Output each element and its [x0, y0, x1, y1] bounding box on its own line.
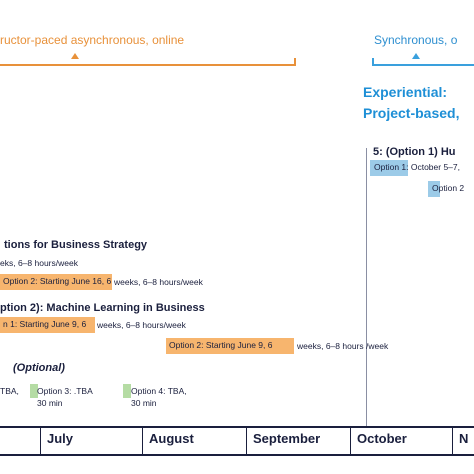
session-tba-left: TBA, [0, 386, 19, 396]
instructor-paced-label: ructor-paced asynchronous, online [0, 33, 185, 47]
month-october: October [350, 428, 452, 454]
month-august: August [142, 428, 246, 454]
project-option2-text: Option 2 [432, 183, 465, 193]
option3-marker [30, 384, 38, 398]
course-b-title: ption 2): Machine Learning in Business [0, 302, 205, 314]
instructor-bracket-marker [71, 53, 79, 59]
synchronous-label: Synchronous, o [374, 33, 458, 47]
course-a-details: eks, 6–8 hours/week [0, 258, 78, 268]
section-divider [366, 148, 367, 426]
project-option1-bar [370, 160, 408, 176]
instructor-paced-bracket [0, 58, 296, 66]
course-b-option1-label: n 1: Starting June 9, 6 [3, 319, 87, 329]
course-b-option2-rest: weeks, 6–8 hours /week [297, 341, 389, 351]
month-timeline [0, 426, 474, 456]
optional-sessions-heading: (Optional) [13, 362, 65, 374]
option4-marker [123, 384, 131, 398]
synchronous-bracket [372, 58, 474, 66]
month-september: September [246, 428, 350, 454]
course-a-option2-rest: weeks, 6–8 hours/week [114, 277, 203, 287]
experiential-title: Experiential: [363, 84, 448, 100]
course-b-option2-label: Option 2: Starting June 9, 6 [169, 340, 273, 350]
course-b-option2-bar: Option 2: Starting June 9, 6 [166, 338, 294, 354]
option4-line2: 30 min [131, 398, 157, 408]
month-july: July [40, 428, 142, 454]
project-option1-text: Option 1: October 5–7, [374, 162, 460, 172]
option3-line2: 30 min [37, 398, 63, 408]
course-a-option2-label: Option 2: Starting June 16, 6 [3, 276, 112, 286]
option3-line1: Option 3: .TBA [37, 386, 93, 396]
project-option2-bar [428, 181, 440, 197]
course-a-option2-bar: Option 2: Starting June 16, 6 [0, 274, 112, 290]
course-b-option1-bar: n 1: Starting June 9, 6 [0, 317, 95, 333]
experiential-subtitle: Project-based, [363, 105, 460, 121]
course-a-title: tions for Business Strategy [4, 239, 148, 251]
month-november: N [452, 428, 474, 454]
course-b-option1-rest: weeks, 6–8 hours/week [97, 320, 186, 330]
option4-line1: Option 4: TBA, [131, 386, 187, 396]
project-course-title: 5: (Option 1) Hu [373, 146, 456, 158]
synchronous-bracket-marker [412, 53, 420, 59]
